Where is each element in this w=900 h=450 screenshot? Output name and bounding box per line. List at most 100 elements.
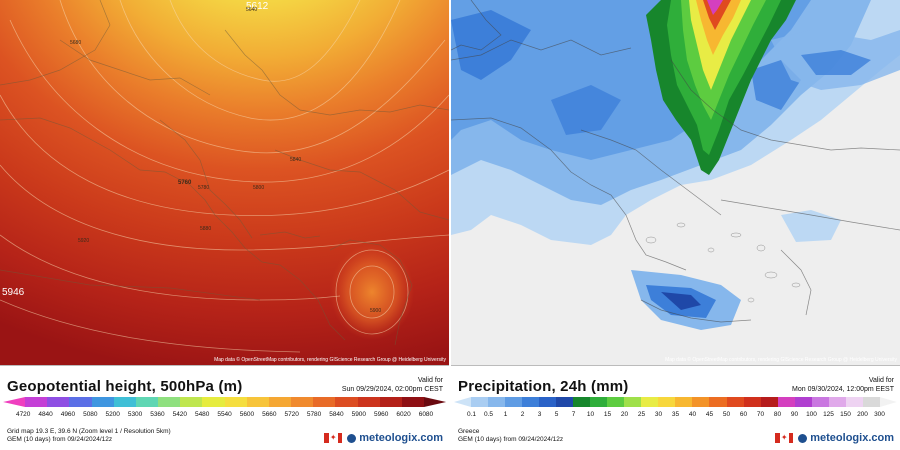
geopotential-scale-swatch — [357, 397, 380, 407]
geopotential-scale-tick-label: 5300 — [127, 411, 143, 418]
geopotential-scale-tick-label: 5960 — [373, 411, 389, 418]
precipitation-scale-swatch — [743, 397, 761, 407]
precipitation-scale-tick-label: 15 — [603, 411, 612, 418]
geopotential-scale-swatch — [113, 397, 136, 407]
precipitation-scale-swatch — [794, 397, 812, 407]
geopotential-panel: 5612 5640 5680 5760 5780 5800 5840 5880 … — [0, 0, 449, 450]
precipitation-scale-tick-label: 10 — [586, 411, 595, 418]
geopotential-map[interactable]: 5612 5640 5680 5760 5780 5800 5840 5880 … — [0, 0, 449, 366]
geopotential-scale-tick-label: 5780 — [306, 411, 322, 418]
geopotential-scale-swatch — [246, 397, 269, 407]
brand-left[interactable]: ✦ meteologix.com — [324, 432, 443, 444]
geopotential-scale-tick-label: 6020 — [396, 411, 411, 418]
meteologix-logo[interactable]: meteologix.com — [347, 432, 443, 444]
panel-divider — [449, 0, 451, 450]
geopotential-scale-swatch — [379, 397, 402, 407]
valid-time-value: Sun 09/29/2024, 02:00pm CEST — [341, 386, 443, 393]
precipitation-scale-swatch — [641, 397, 659, 407]
brand-right[interactable]: ✦ meteologix.com — [775, 432, 894, 444]
precipitation-scale-tick-label: 30 — [654, 411, 663, 418]
precipitation-scale-swatch — [624, 397, 642, 407]
precipitation-scale-swatch — [658, 397, 676, 407]
geopotential-scale-swatch — [180, 397, 203, 407]
grid-info: Grid map 19.3 E, 39.6 N (Zoom level 1 / … — [7, 428, 171, 435]
precipitation-scale-swatch — [709, 397, 727, 407]
valid-label: Valid for — [868, 377, 894, 384]
geopotential-scale-swatch — [91, 397, 114, 407]
contour-label-5800: 5800 — [253, 185, 264, 191]
precipitation-scale-swatch — [454, 397, 472, 407]
canada-flag-icon: ✦ — [324, 433, 343, 443]
precipitation-scale-swatch — [726, 397, 744, 407]
geopotential-color-scale — [3, 397, 447, 407]
meteologix-logo-icon — [347, 433, 357, 443]
contour-label-5760: 5760 — [178, 180, 192, 186]
precipitation-scale-tick-label: 20 — [620, 411, 629, 418]
canada-flag-icon: ✦ — [775, 433, 794, 443]
contour-label-5680: 5680 — [70, 40, 81, 46]
contour-label-5780: 5780 — [198, 185, 209, 191]
geopotential-scale-swatch — [25, 397, 48, 407]
contour-label-5946: 5946 — [2, 287, 25, 298]
geopotential-map-graphic: 5612 5640 5680 5760 5780 5800 5840 5880 … — [0, 0, 449, 365]
precipitation-scale-tick-label: 90 — [790, 411, 799, 418]
geopotential-scale-swatch — [47, 397, 70, 407]
precipitation-info: Greece GEM (10 days) from 09/24/2024/12z — [458, 428, 563, 444]
brand-text: meteologix.com — [810, 432, 894, 444]
geopotential-scale-swatch — [401, 397, 424, 407]
geopotential-scale-tick-label: 5480 — [194, 411, 210, 418]
precipitation-scale-swatch — [879, 397, 897, 407]
map-attribution: Map data © OpenStreetMap contributors, r… — [214, 357, 446, 363]
precipitation-scale-tick-label: 2 — [520, 411, 525, 418]
contour-label-5612: 5612 — [246, 1, 269, 12]
precipitation-scale-swatch — [488, 397, 506, 407]
precipitation-title: Precipitation, 24h (mm) — [458, 378, 629, 395]
precipitation-scale-tick-label: 5 — [554, 411, 559, 418]
contour-label-5900: 5900 — [370, 308, 381, 314]
meteologix-logo[interactable]: meteologix.com — [798, 432, 894, 444]
geopotential-scale-swatch — [423, 397, 447, 407]
brand-text: meteologix.com — [359, 432, 443, 444]
precipitation-scale-tick-label: 7 — [571, 411, 576, 418]
precipitation-scale-tick-label: 1 — [503, 411, 508, 418]
precipitation-scale-swatch — [760, 397, 778, 407]
precipitation-scale-swatch — [471, 397, 489, 407]
precipitation-scale-swatch — [590, 397, 608, 407]
geopotential-scale-swatch — [268, 397, 292, 407]
geopotential-scale-swatch — [224, 397, 247, 407]
geopotential-scale-tick-label: 5600 — [239, 411, 255, 418]
geopotential-valid-time: Valid for Sun 09/29/2024, 02:00pm CEST — [342, 376, 443, 394]
geopotential-scale-tick-label: 5080 — [83, 411, 98, 418]
geopotential-info: Grid map 19.3 E, 39.6 N (Zoom level 1 / … — [7, 428, 171, 444]
valid-time-value: Mon 09/30/2024, 12:00pm EEST — [792, 386, 894, 393]
precipitation-scale-tick-label: 0.1 — [466, 411, 477, 418]
precipitation-scale-tick-label: 50 — [722, 411, 731, 418]
precipitation-scale-tick-label: 3 — [537, 411, 542, 418]
contour-label-5640a: 5640 — [246, 7, 257, 13]
geopotential-scale-tick-label: 5660 — [262, 411, 277, 418]
precipitation-scale-tick-label: 125 — [823, 411, 834, 418]
geopotential-scale-swatch — [135, 397, 159, 407]
geopotential-scale-tick-label: 4720 — [15, 411, 31, 418]
precipitation-scale-tick-label: 70 — [756, 411, 765, 418]
precipitation-scale-tick-label: 0.5 — [483, 411, 494, 418]
contour-label-5880: 5880 — [200, 226, 211, 232]
geopotential-scale-swatch — [202, 397, 225, 407]
model-run-info: GEM (10 days) from 09/24/2024/12z — [458, 436, 564, 443]
precipitation-scale-swatch — [607, 397, 625, 407]
precipitation-panel: Map data © OpenStreetMap contributors, r… — [451, 0, 900, 450]
geopotential-scale-tick-label: 5720 — [284, 411, 299, 418]
precipitation-scale-swatch — [573, 397, 591, 407]
precipitation-scale-tick-label: 300 — [874, 411, 885, 418]
model-run-info: GEM (10 days) from 09/24/2024/12z — [7, 436, 113, 443]
geopotential-title: Geopotential height, 500hPa (m) — [7, 378, 243, 395]
geopotential-scale-tick-label: 4840 — [38, 411, 53, 418]
precipitation-scale-tick-label: 200 — [857, 411, 868, 418]
geopotential-scale-tick-label: 4960 — [60, 411, 76, 418]
precipitation-scale-tick-label: 40 — [688, 411, 697, 418]
map-attribution: Map data © OpenStreetMap contributors, r… — [665, 357, 897, 363]
precipitation-map[interactable]: Map data © OpenStreetMap contributors, r… — [451, 0, 900, 366]
geopotential-scale-tick-label: 5360 — [150, 411, 165, 418]
geopotential-scale-tick-label: 5900 — [351, 411, 367, 418]
meteologix-logo-icon — [798, 433, 808, 443]
